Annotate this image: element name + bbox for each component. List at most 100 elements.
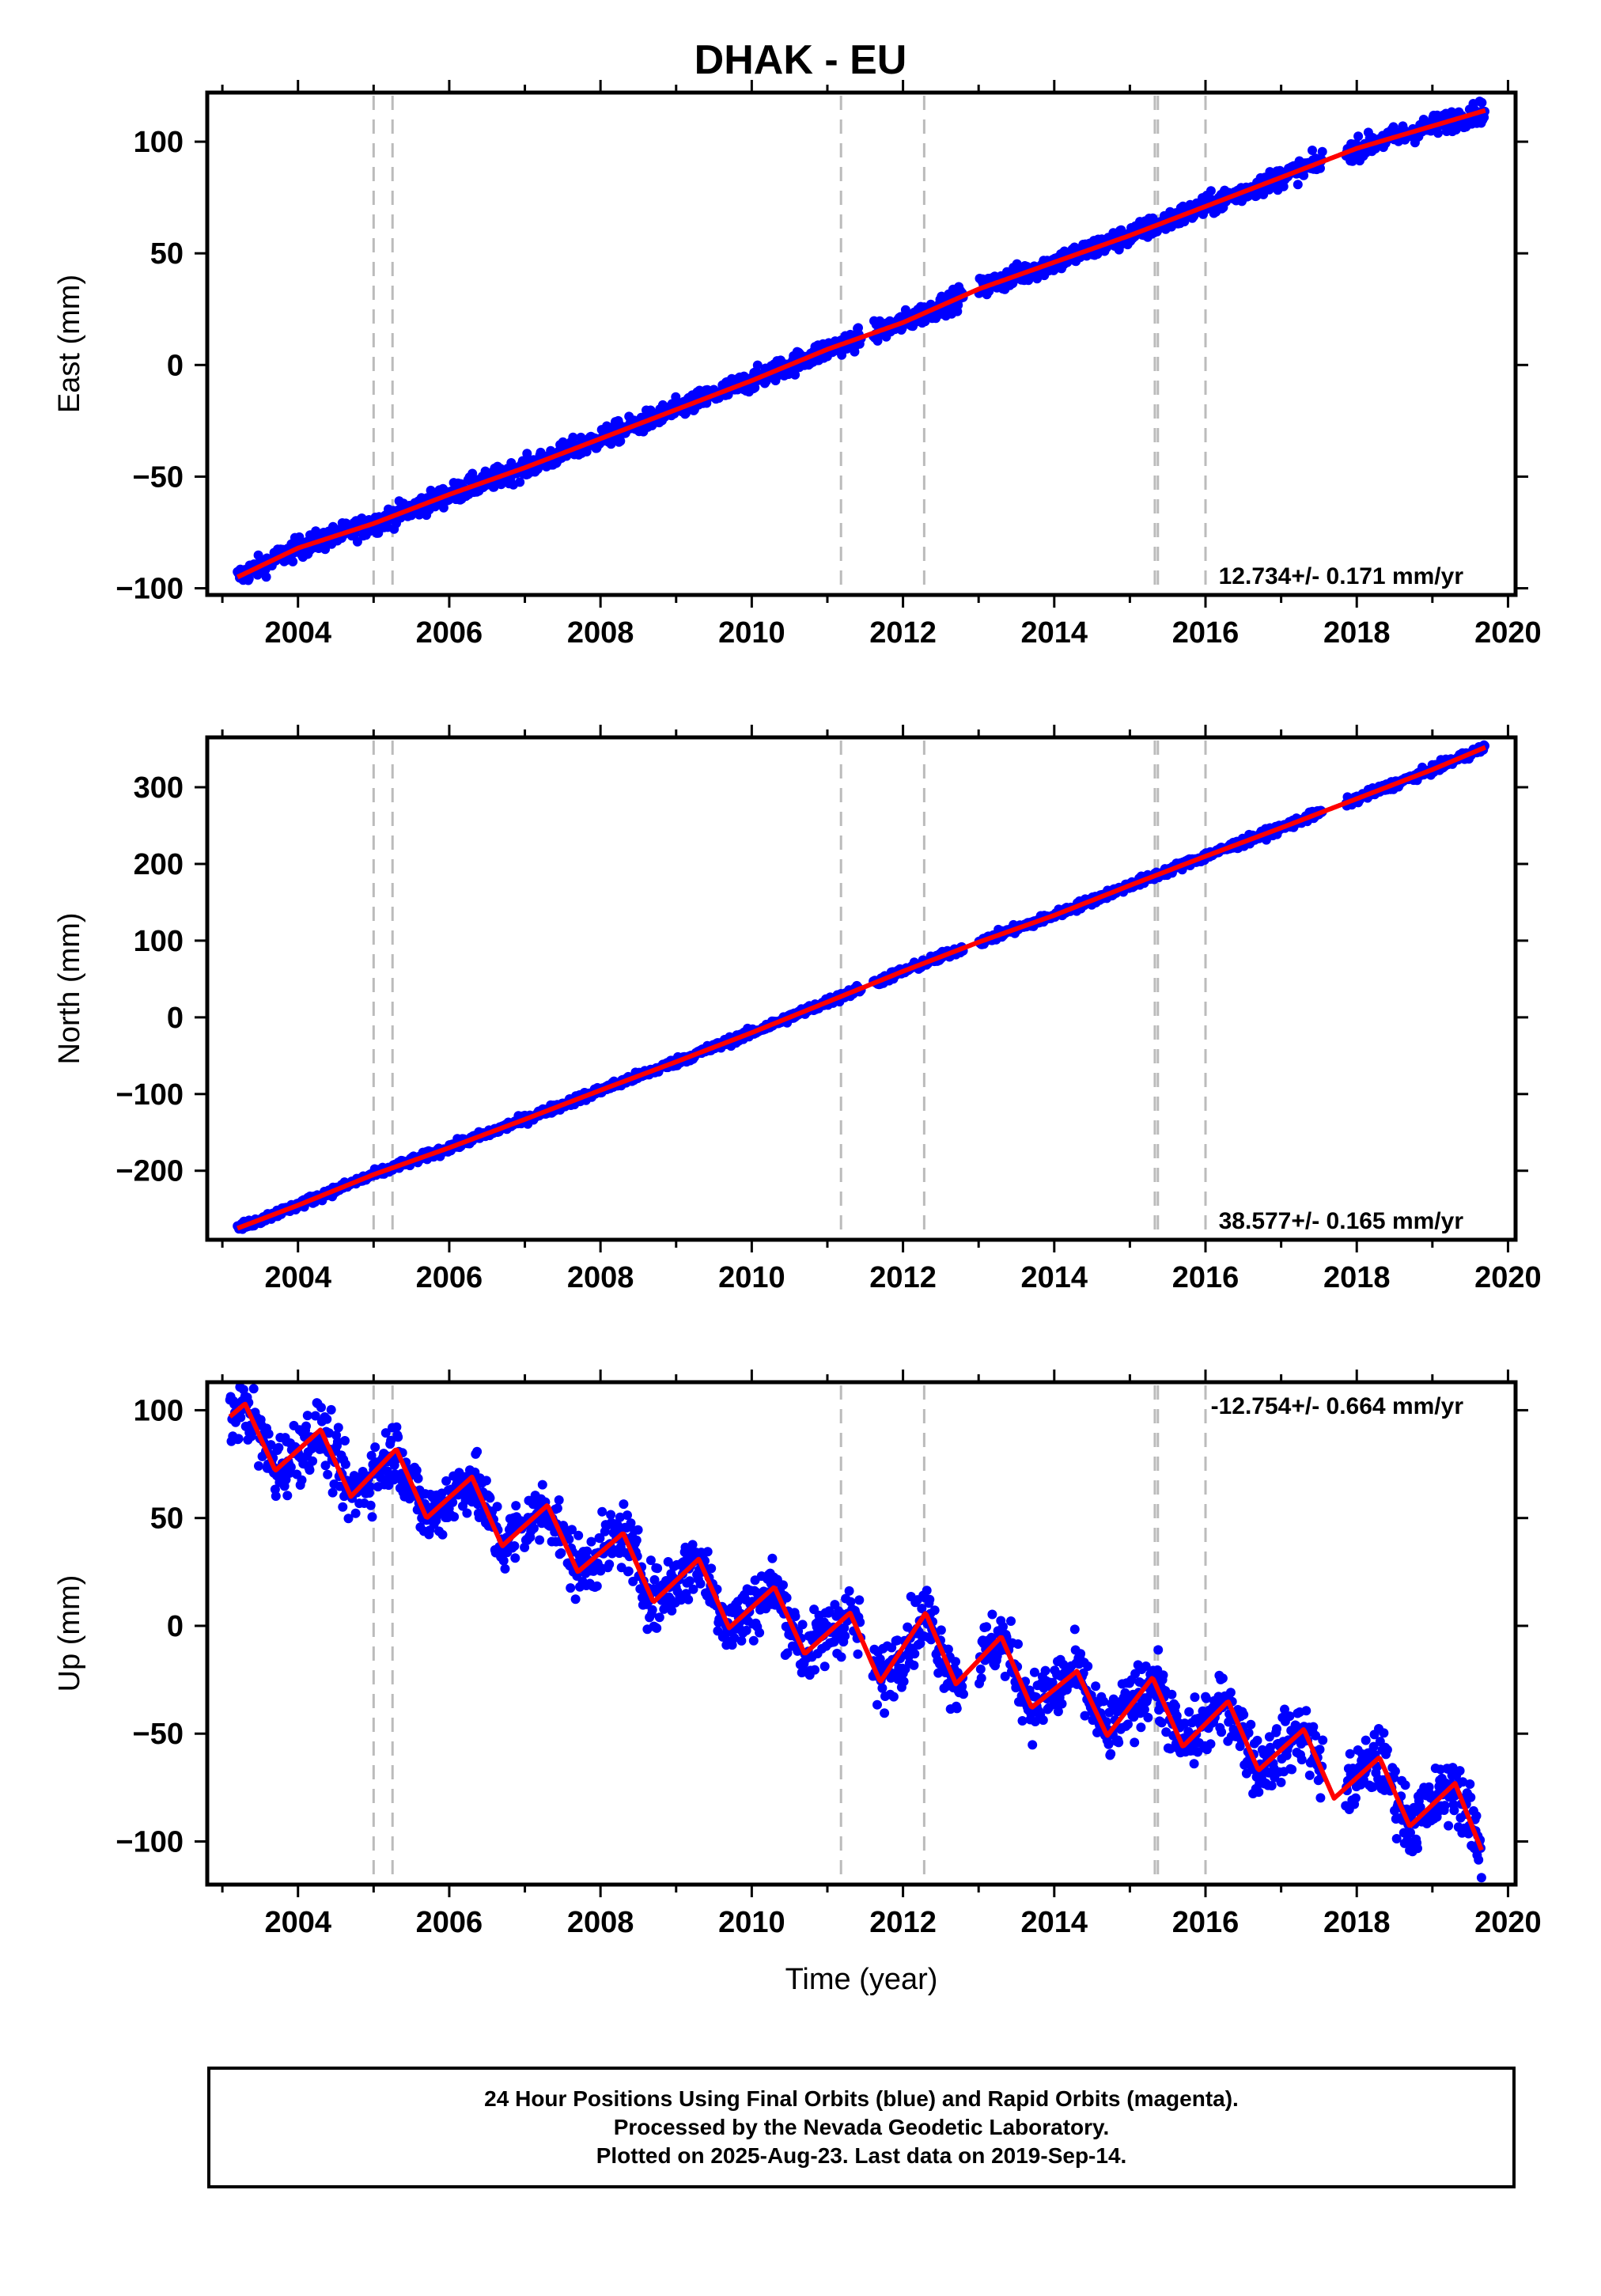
data-point: [350, 1508, 361, 1518]
data-point: [1205, 186, 1216, 196]
plot-frame: [205, 735, 1518, 1242]
data-point: [1190, 1692, 1200, 1703]
data-point: [305, 1465, 315, 1475]
data-point: [652, 1623, 662, 1633]
data-point: [767, 1553, 778, 1563]
data-point: [1038, 1715, 1048, 1726]
data-point: [248, 1384, 259, 1394]
data-point: [844, 1586, 854, 1596]
data-point: [592, 1581, 602, 1591]
up-panel: 2004 2006 2008 2010 2012 2014 2016 2018 2020−100…: [53, 1370, 1542, 1996]
y-axis-label: East (mm): [53, 275, 86, 413]
rate-label: 12.734+/- 0.171 mm/yr: [1219, 563, 1464, 589]
data-point: [797, 1620, 808, 1630]
data-point: [631, 1535, 642, 1545]
data-point: [951, 1657, 960, 1667]
data-point: [1205, 1739, 1216, 1749]
model-line: [237, 744, 1486, 1231]
data-point: [506, 458, 517, 468]
data-point: [1317, 146, 1327, 157]
data-point: [437, 1529, 448, 1540]
data-point: [411, 1465, 422, 1476]
y-tick-label: 100: [134, 925, 184, 958]
x-tick-label: 2020: [1474, 1261, 1542, 1294]
data-point: [1315, 163, 1325, 173]
data-point: [286, 1462, 296, 1472]
data-point: [748, 1635, 759, 1646]
data-point: [236, 1412, 246, 1423]
data-point: [537, 1480, 547, 1490]
y-axis-label: North (mm): [53, 912, 86, 1064]
data-point: [615, 436, 626, 446]
y-tick-label: −100: [115, 1078, 184, 1112]
data-point: [263, 1429, 274, 1439]
data-point: [552, 1503, 562, 1514]
data-point: [1217, 1727, 1227, 1737]
data-point: [604, 1559, 615, 1570]
data-point: [1477, 97, 1487, 108]
y-tick-label: 0: [167, 1002, 184, 1035]
data-point: [872, 1699, 882, 1710]
data-point: [449, 1512, 460, 1522]
data-point: [1040, 1665, 1050, 1676]
data-point: [936, 1625, 946, 1635]
data-point: [316, 1403, 326, 1412]
x-tick-label: 2010: [718, 1261, 785, 1294]
data-point: [647, 1605, 657, 1615]
data-point: [1246, 1719, 1256, 1730]
data-point: [485, 1493, 495, 1503]
data-point: [1069, 1624, 1080, 1635]
data-point: [568, 432, 578, 442]
data-point: [1299, 170, 1309, 180]
data-point: [324, 1428, 334, 1438]
data-point: [229, 1399, 240, 1409]
data-point: [301, 1421, 311, 1431]
y-tick-label: 200: [134, 848, 184, 881]
data-point: [1433, 128, 1443, 138]
data-point: [1143, 1712, 1153, 1722]
data-point: [706, 1563, 717, 1574]
data-point: [922, 1586, 932, 1596]
data-point: [1266, 1781, 1277, 1790]
data-point: [1304, 1770, 1315, 1780]
y-tick-label: 100: [134, 126, 184, 159]
data-point: [510, 1553, 520, 1563]
rate-label: 38.577+/- 0.165 mm/yr: [1219, 1208, 1464, 1234]
x-tick-label: 2014: [1021, 616, 1088, 650]
data-point: [500, 1563, 510, 1574]
data-point: [352, 536, 362, 547]
data-point: [327, 1487, 338, 1498]
x-tick-label: 2020: [1474, 616, 1542, 650]
data-point: [1057, 1699, 1067, 1709]
data-point: [282, 1491, 293, 1501]
data-point: [1301, 1706, 1311, 1716]
data-point: [1276, 1777, 1286, 1787]
data-point: [854, 1595, 865, 1605]
plot-frame: [205, 90, 1518, 597]
data-point: [566, 1583, 576, 1593]
data-point: [386, 1435, 396, 1445]
y-tick-label: 300: [134, 771, 184, 805]
data-point: [556, 1548, 566, 1558]
data-point: [367, 1512, 377, 1522]
data-point: [1293, 180, 1303, 190]
data-point: [819, 1661, 830, 1672]
data-point: [959, 1689, 968, 1699]
data-point: [413, 1473, 423, 1483]
data-point: [370, 1442, 380, 1453]
y-tick-label: 50: [150, 237, 184, 271]
data-point: [392, 1422, 402, 1432]
data-point: [326, 1404, 336, 1415]
y-tick-label: −200: [115, 1155, 184, 1188]
data-point: [899, 1677, 909, 1687]
x-tick-label: 2016: [1172, 616, 1240, 650]
data-point: [1028, 1740, 1038, 1750]
data-point: [1167, 1689, 1177, 1699]
data-point: [840, 1631, 850, 1641]
data-point: [261, 572, 271, 582]
data-point: [554, 1495, 564, 1505]
north-panel: 2004 2006 2008 2010 2012 2014 2016 2018 2020−200…: [53, 725, 1542, 1294]
data-point: [393, 1432, 403, 1442]
data-point: [332, 1437, 343, 1447]
data-point: [1296, 1755, 1307, 1765]
